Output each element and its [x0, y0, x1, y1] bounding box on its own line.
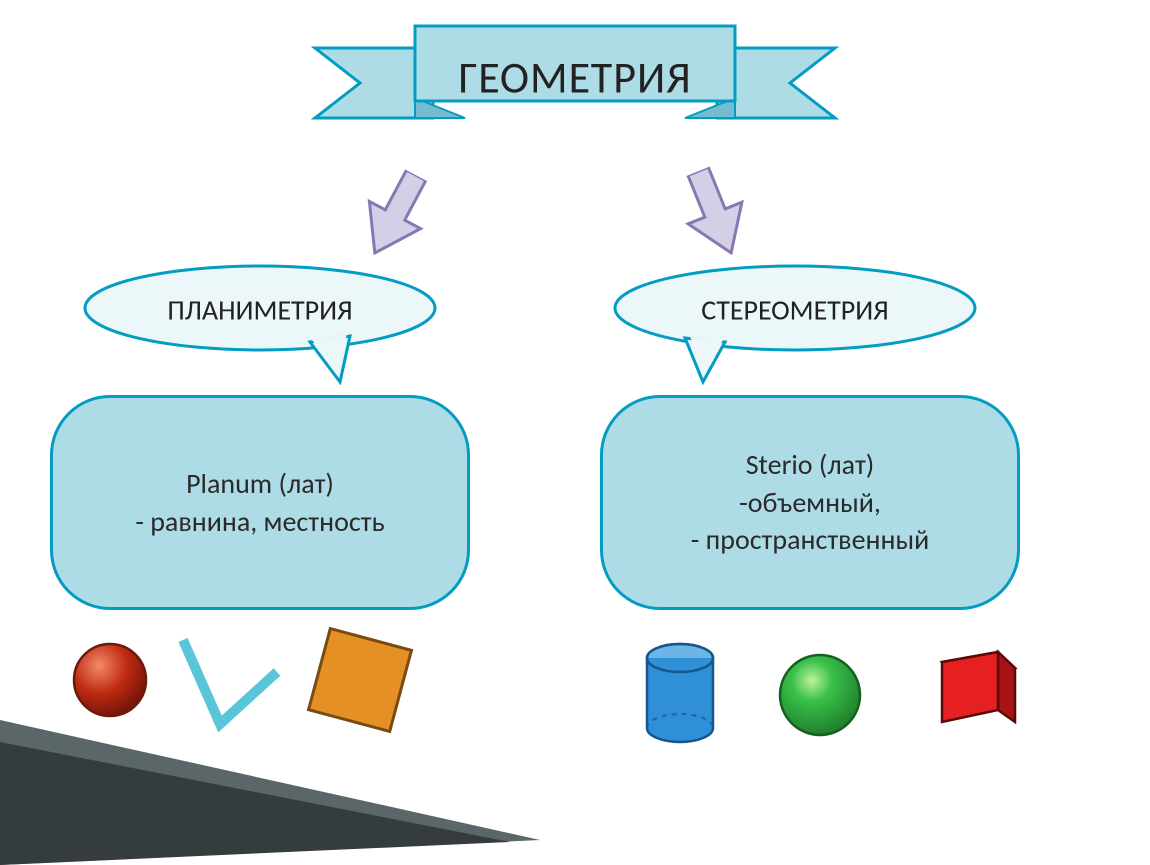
- circle-icon: [70, 640, 150, 720]
- title-text: ГЕОМЕТРИЯ: [458, 51, 691, 105]
- stereometry-bubble: СТЕРЕОМЕТРИЯ: [605, 260, 985, 385]
- stereometry-label: СТЕРЕОМЕТРИЯ: [701, 293, 888, 328]
- desc-line: Sterio (лат): [746, 446, 875, 484]
- arrow-right-icon: [680, 168, 750, 258]
- arrow-left-icon: [360, 170, 430, 260]
- planimetry-bubble: ПЛАНИМЕТРИЯ: [75, 260, 445, 385]
- desc-line: -объемный,: [739, 484, 881, 522]
- angle-icon: [165, 632, 285, 732]
- desc-line: - пространственный: [691, 521, 929, 559]
- stereometry-desc-box: Sterio (лат) -объемный, - пространственн…: [600, 395, 1020, 610]
- desc-line: - равнина, местность: [135, 503, 384, 541]
- planimetry-label: ПЛАНИМЕТРИЯ: [167, 293, 352, 328]
- cube-icon: [920, 640, 1020, 740]
- planimetry-desc-box: Planum (лат) - равнина, местность: [50, 395, 470, 610]
- desc-line: Planum (лат): [186, 465, 334, 503]
- title-banner: ГЕОМЕТРИЯ: [305, 18, 845, 148]
- sphere-icon: [775, 650, 865, 740]
- cylinder-icon: [640, 640, 720, 750]
- corner-ribbon-icon: [0, 720, 560, 865]
